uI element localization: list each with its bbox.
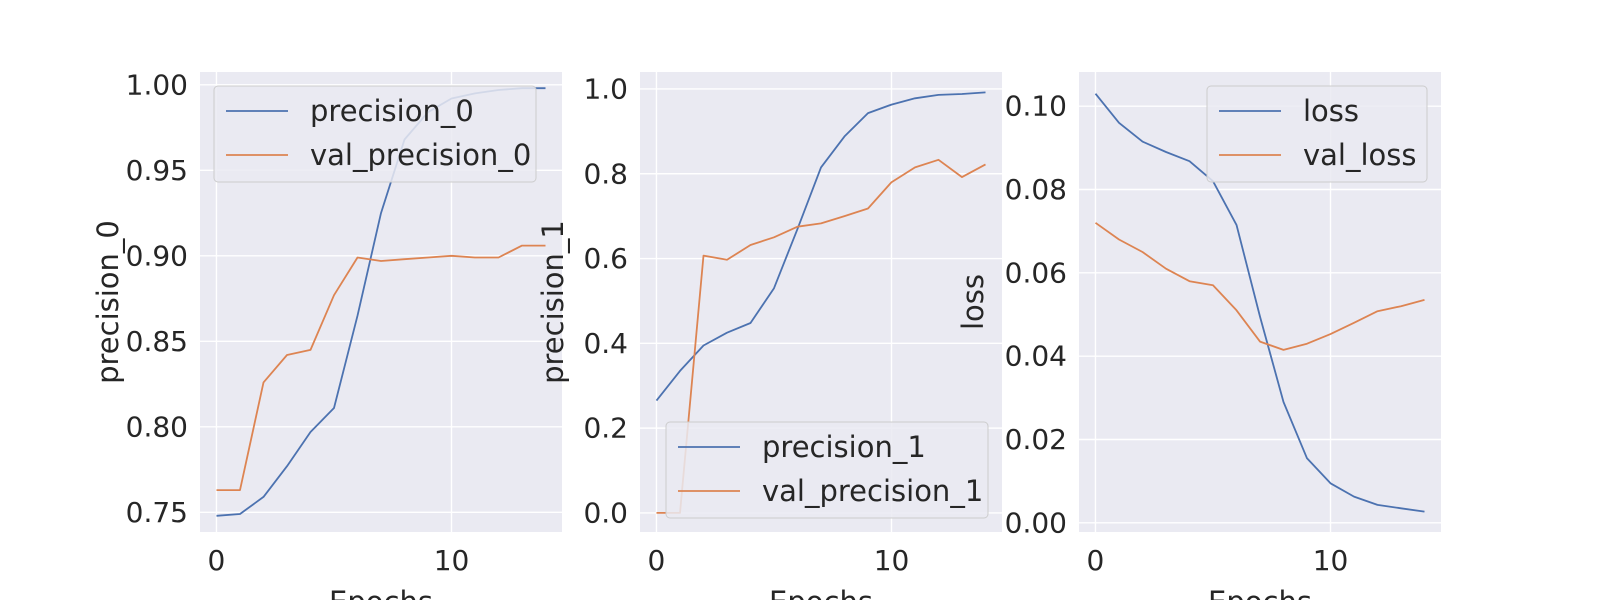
series-line-loss [1094,93,1425,513]
x-tick-label: 10 [434,544,470,577]
legend-label: loss [1303,94,1359,128]
y-tick-label: 0.90 [126,239,188,272]
y-axis-label: precision_0 [91,220,125,384]
legend: precision_1 val_precision_1 [665,421,989,519]
y-tick-label: 0.85 [126,325,188,358]
series-line-val_precision_1 [656,158,986,514]
legend: precision_0 val_precision_0 [213,85,537,183]
legend-box [665,421,989,519]
x-tick-label: 0 [208,544,226,577]
x-axis-label: Epochs [1208,585,1312,600]
x-tick-label: 10 [874,544,910,577]
legend-label: val_loss [1303,138,1417,172]
y-tick-label: 0.2 [583,412,628,445]
y-tick-label: 0.6 [583,242,628,275]
x-tick-label: 10 [1313,544,1349,577]
subplot-loss: 0.000.020.040.060.080.10010Epochslosslos… [956,72,1441,600]
y-tick-label: 0.10 [1005,90,1067,123]
y-tick-label: 0.4 [583,327,628,360]
legend: loss val_loss [1206,85,1428,183]
y-tick-label: 0.06 [1005,256,1067,289]
y-tick-label: 0.02 [1005,423,1067,456]
y-tick-label: 0.04 [1005,340,1067,373]
legend-label: precision_1 [762,430,926,464]
y-tick-label: 0.08 [1005,173,1067,206]
y-tick-label: 0.75 [126,496,188,529]
x-axis-label: Epochs [329,585,433,600]
x-tick-label: 0 [1087,544,1105,577]
y-tick-label: 0.80 [126,410,188,443]
legend-box [1206,85,1428,183]
legend-label: val_precision_0 [310,138,531,172]
y-tick-label: 1.00 [126,68,188,101]
series-line-precision_1 [655,91,986,402]
x-tick-label: 0 [648,544,666,577]
legend-label: precision_0 [310,94,474,128]
y-tick-label: 1.0 [583,72,628,105]
legend-label: val_precision_1 [762,474,983,508]
subplot-precision-1: 0.00.20.40.60.81.0010Epochsprecision_1pr… [536,72,1002,600]
y-axis-label: loss [956,274,990,330]
legend-box [213,85,537,183]
y-tick-label: 0.95 [126,154,188,187]
series-line-val_loss [1094,222,1425,351]
y-tick-label: 0.0 [583,496,628,529]
y-axis-label: precision_1 [536,220,570,384]
series-line-val_precision_0 [216,244,546,492]
y-tick-label: 0.00 [1005,506,1067,539]
y-tick-label: 0.8 [583,157,628,190]
subplot-precision-0: 0.75 0.80 0.85 0.90 0.95 1.00 0 10Epochs precisi… [91,68,562,600]
x-axis-label: Epochs [769,585,873,600]
